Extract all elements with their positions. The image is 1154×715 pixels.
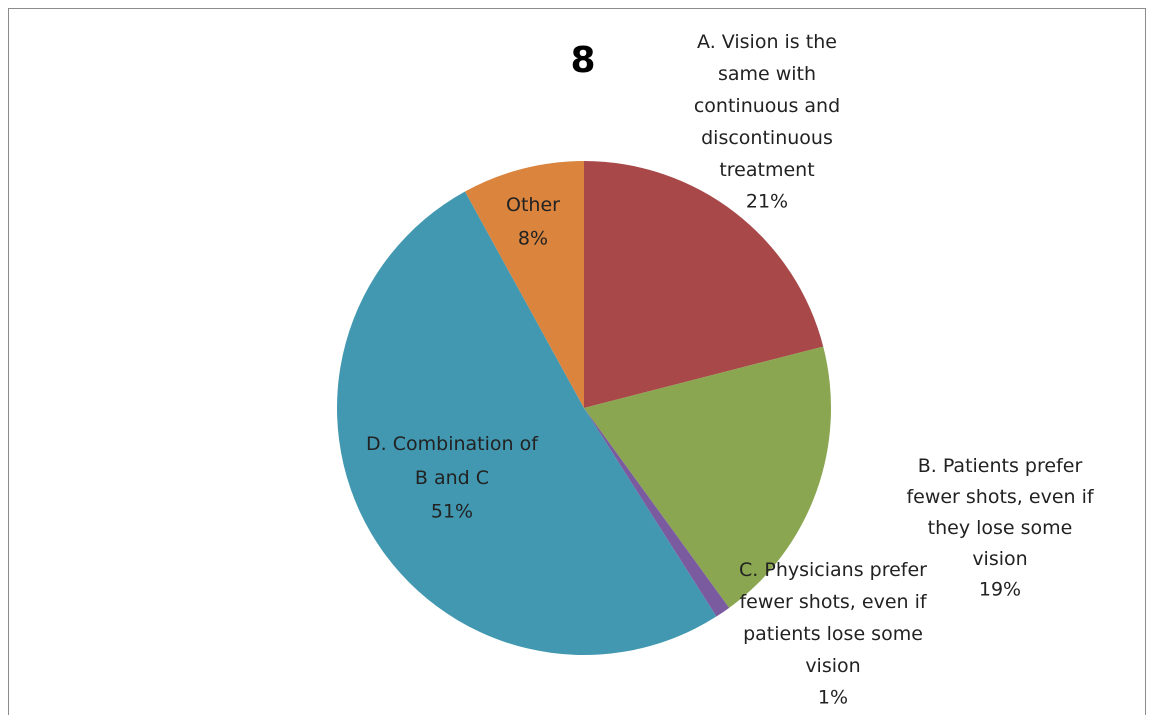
chart-title: 8 xyxy=(570,40,595,81)
pie-slice xyxy=(584,346,832,608)
slice-value-label: 8% xyxy=(518,228,548,250)
pie-slice xyxy=(584,408,730,617)
slice-value-label: 51% xyxy=(431,501,473,523)
slice-label: A. Vision is the same with continuous and d… xyxy=(694,31,840,181)
slice-label: D. Combination of B and C xyxy=(366,433,539,489)
pie-slice xyxy=(465,161,584,408)
slice-value-label: 1% xyxy=(818,687,848,709)
slice-label: C. Physicians prefer fewer shots, even if… xyxy=(739,559,928,677)
pie-slice xyxy=(584,161,824,408)
slice-label: B. Patients prefer fewer shots, even if th… xyxy=(906,455,1094,570)
slice-value-label: 21% xyxy=(746,191,788,213)
slice-value-label: 19% xyxy=(979,579,1021,601)
slice-label: Other xyxy=(506,194,560,216)
pie-slice xyxy=(337,191,717,655)
